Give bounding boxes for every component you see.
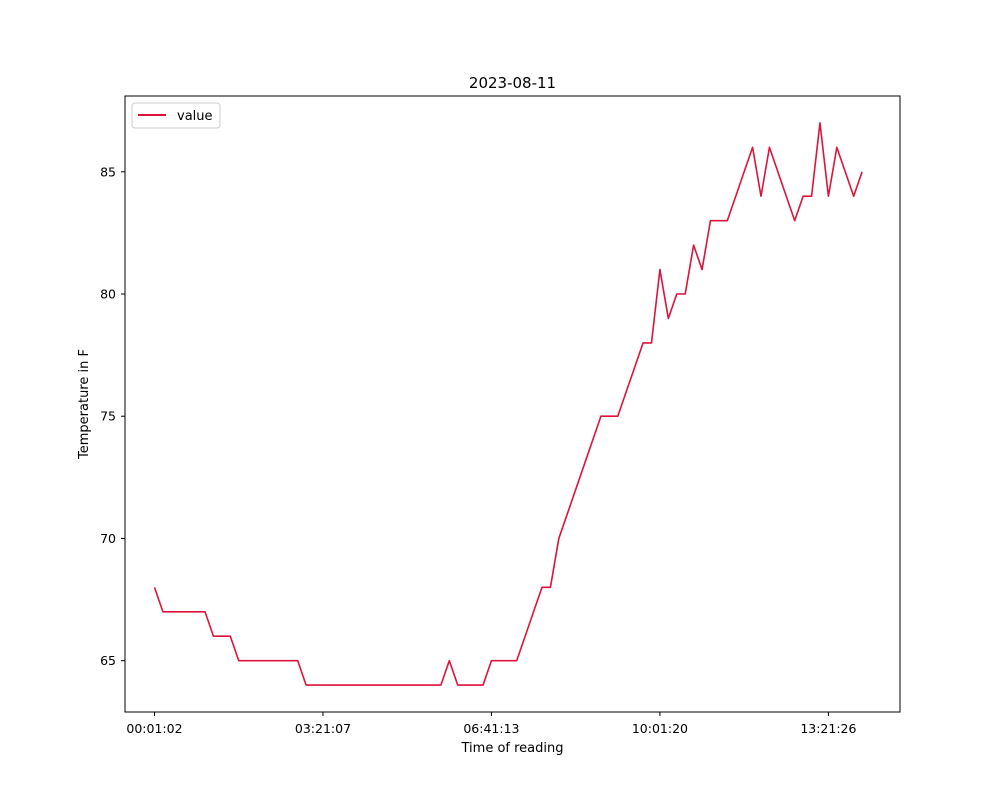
- series-layer: [153, 122, 863, 686]
- x-tick-label: 13:21:26: [800, 721, 856, 736]
- y-tick-label: 85: [100, 164, 116, 179]
- legend-box: [131, 102, 221, 129]
- legend-label: value: [177, 109, 213, 124]
- plot-area: [124, 95, 901, 713]
- x-axis: 00:01:02 03:21:07 06:41:13 10:01:20 13:21:26: [126, 712, 857, 736]
- y-tick-label: 70: [100, 531, 116, 546]
- x-tick-label: 06:41:13: [463, 721, 519, 736]
- series-line-value: [153, 122, 863, 686]
- y-axis-label: Temperature in F: [77, 349, 92, 460]
- x-tick-label: 10:01:20: [632, 721, 688, 736]
- chart-title: 2023-08-11: [469, 74, 556, 92]
- y-tick-label: 80: [100, 287, 116, 302]
- legend: value: [131, 102, 221, 129]
- y-tick-label: 65: [100, 653, 116, 668]
- plot-frame: [124, 95, 901, 713]
- x-axis-label: Time of reading: [461, 741, 564, 756]
- y-tick-label: 75: [100, 409, 116, 424]
- x-tick-label: 00:01:02: [126, 721, 182, 736]
- y-axis: 65 70 75 80 85: [100, 164, 125, 668]
- x-tick-label: 03:21:07: [295, 721, 351, 736]
